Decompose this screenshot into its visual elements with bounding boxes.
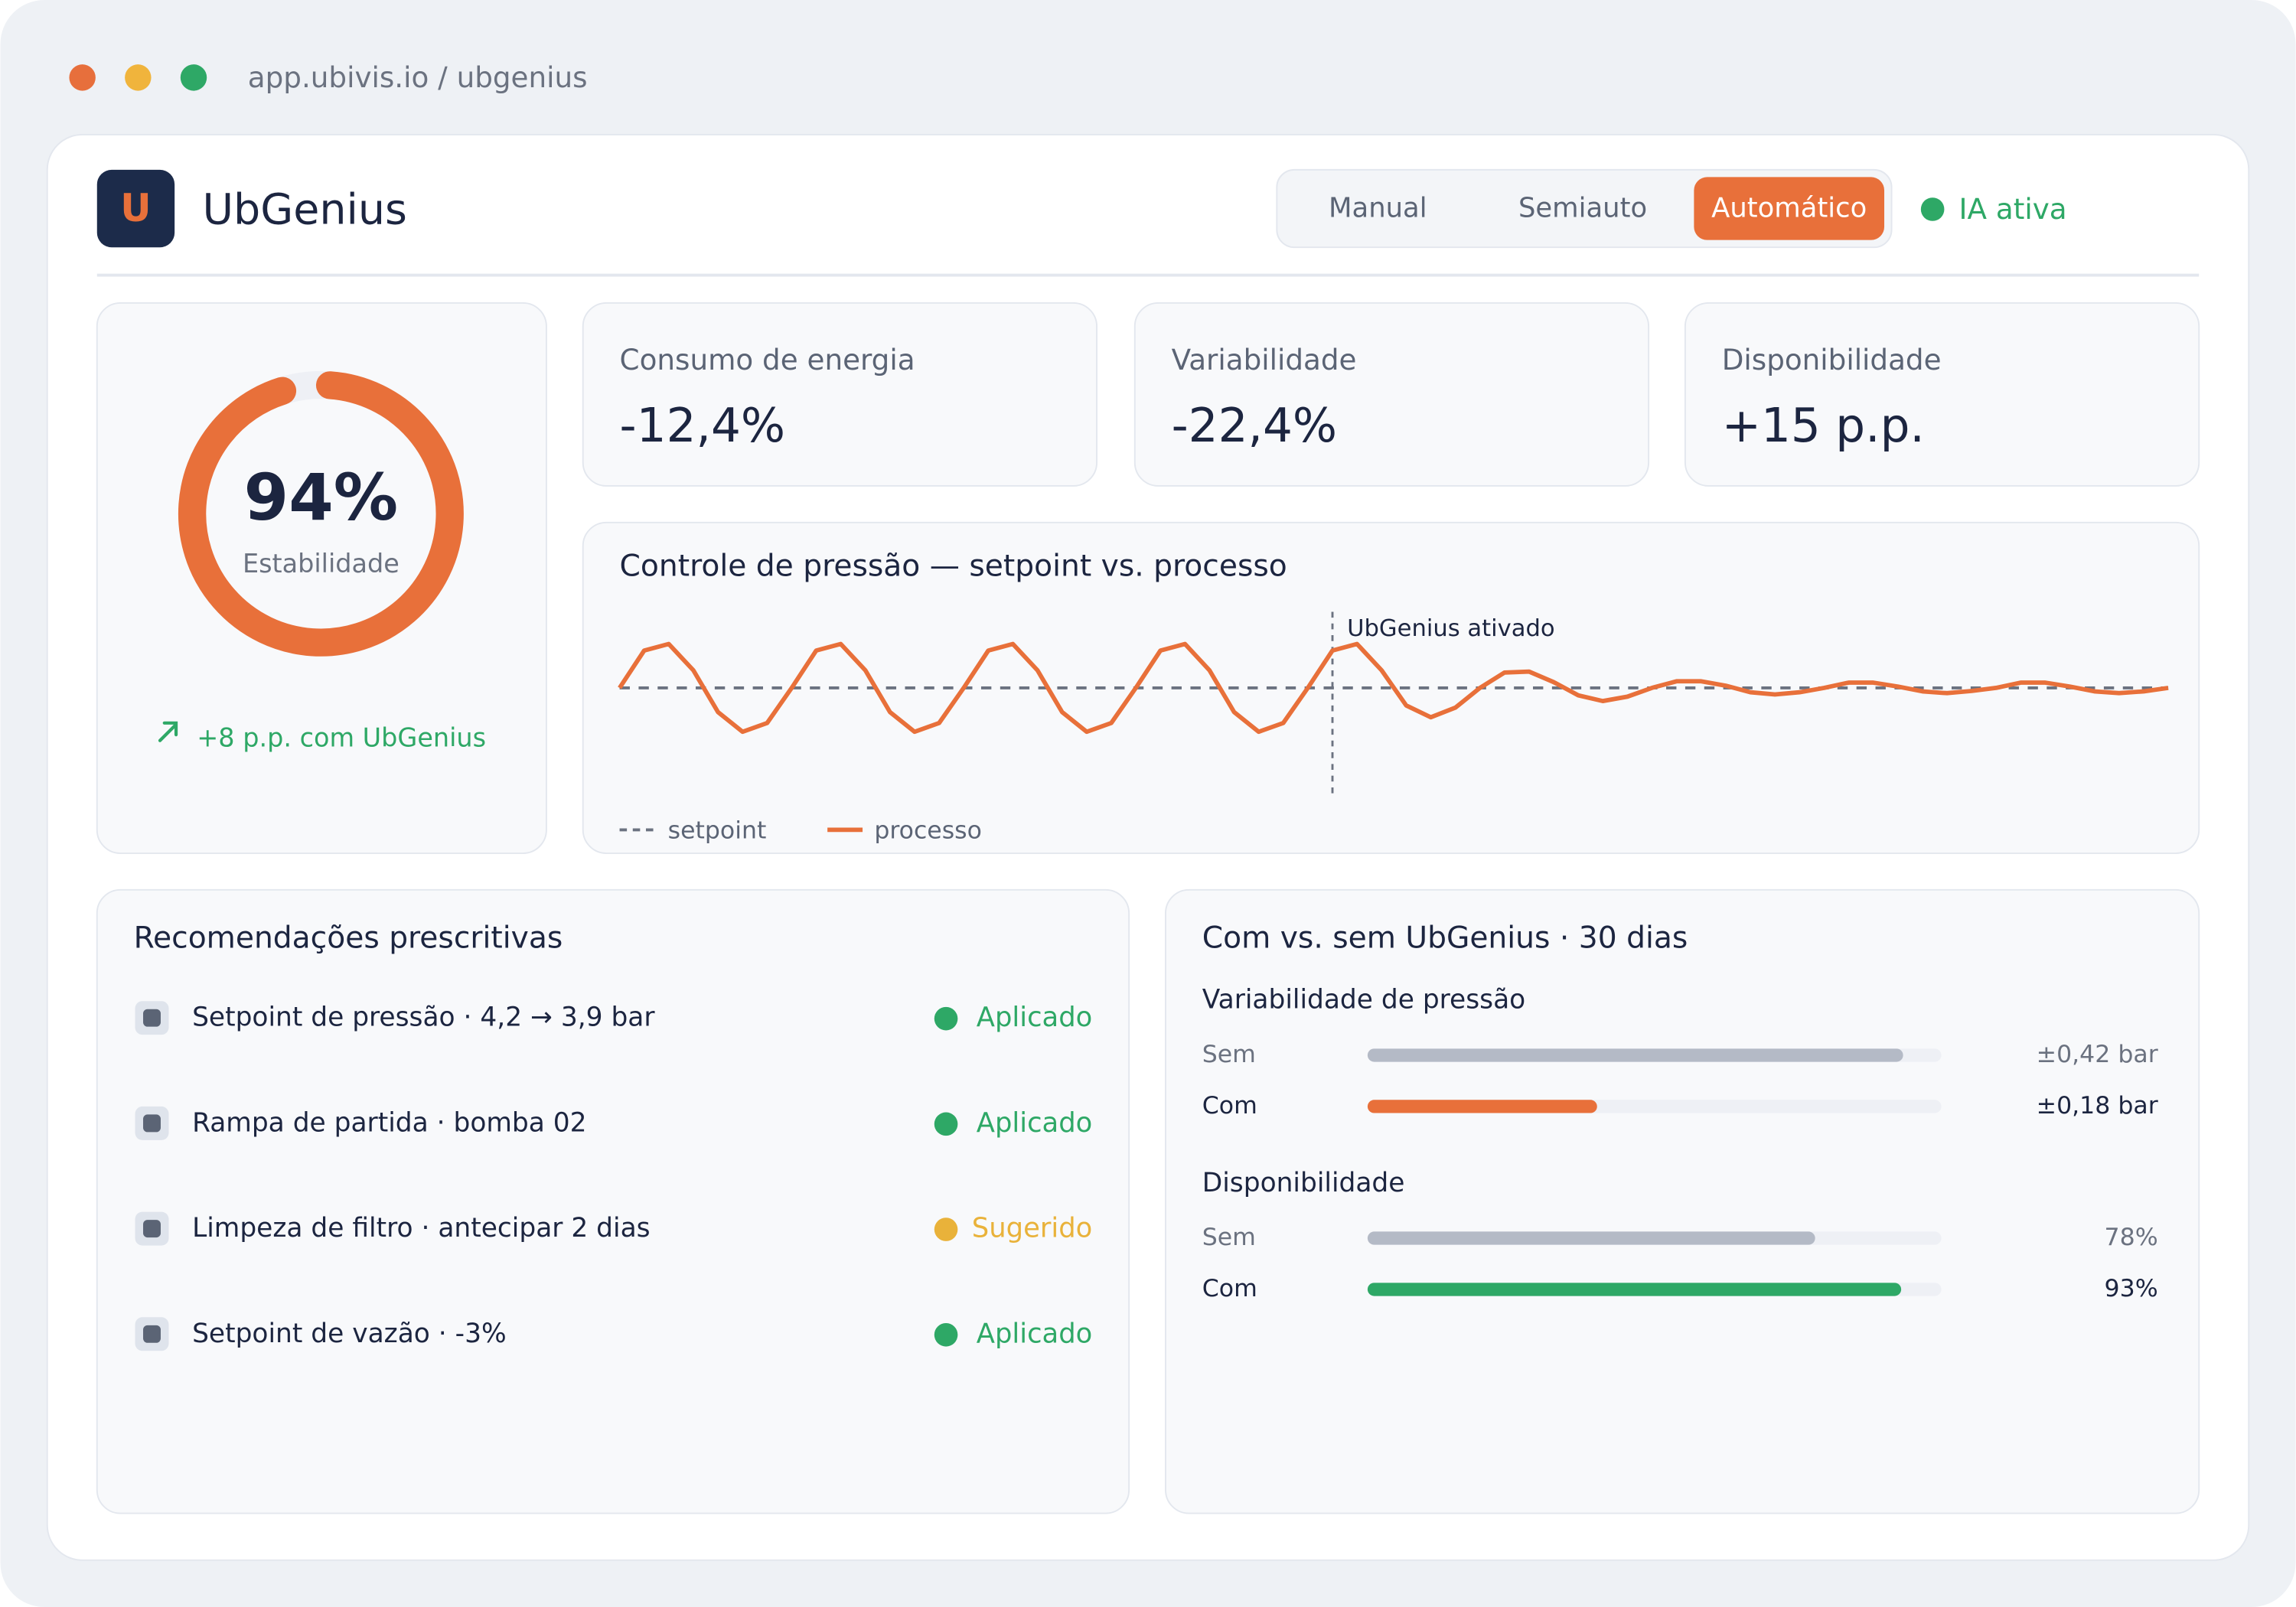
mode-option[interactable]: Automático (1711, 192, 1867, 223)
recommendation-text: Rampa de partida · bomba 02 (192, 1107, 586, 1138)
status-dot (934, 1322, 958, 1347)
recommendations-card (96, 888, 1130, 1514)
recommendation-text: Limpeza de filtro · antecipar 2 dias (192, 1213, 651, 1244)
kpi-card (1684, 302, 2200, 487)
checkbox-mark (143, 1325, 161, 1343)
legend-label: setpoint (668, 817, 767, 844)
comparison-bars: Variabilidade de pressão Sem ±0,42 bar Com ±… (1202, 985, 2158, 1302)
window-maximize[interactable] (180, 64, 207, 91)
recommendations-title: Recomendações prescritivas (134, 921, 563, 955)
bar (1367, 1283, 1902, 1296)
comparison-title: Com vs. sem UbGenius · 30 dias (1202, 921, 1688, 955)
kpi-label: Variabilidade (1172, 343, 1357, 376)
comparison-card (1164, 888, 2200, 1514)
kpi-label: Consumo de energia (620, 343, 915, 376)
checkbox-mark (143, 1220, 161, 1238)
status-dot (1920, 197, 1945, 221)
bar-value-label: ±0,18 bar (2037, 1092, 2158, 1120)
checkbox-mark (143, 1009, 161, 1027)
chart-title: Controle de pressão — setpoint vs. proce… (620, 549, 1287, 584)
status-dot (934, 1217, 958, 1241)
kpi-value: -12,4% (620, 399, 785, 453)
pressure-chart: UbGenius ativado setpoint processo (618, 611, 2169, 844)
row-label: Com (1202, 1092, 1257, 1120)
kpi-value: -22,4% (1172, 399, 1337, 453)
bar-value-label: ±0,42 bar (2037, 1041, 2158, 1068)
recommendation-status: Aplicado (977, 1002, 1093, 1033)
kpi-value: +15 p.p. (1722, 399, 1925, 453)
bar (1367, 1100, 1597, 1113)
mode-option[interactable]: Semiauto (1518, 192, 1647, 223)
logo (96, 169, 175, 248)
mode-options: Manual Semiauto Automático (1329, 177, 1885, 240)
logo-letter: U (120, 186, 151, 230)
checkbox-mark (143, 1114, 161, 1133)
group-title: Disponibilidade (1202, 1168, 1405, 1198)
window-close[interactable] (69, 64, 96, 91)
kpi-card (1133, 302, 1650, 487)
row-label: Sem (1202, 1224, 1256, 1251)
legend-label: processo (874, 817, 982, 844)
group-title: Variabilidade de pressão (1202, 985, 1525, 1015)
url: app.ubivis.io / ubgenius (248, 60, 588, 94)
mode-active-bg (1694, 177, 1885, 240)
donut (178, 370, 464, 657)
kpi-cards: Consumo de energia -12,4% Variabilidade -22… (582, 302, 2200, 487)
stability-caption: Estabilidade (243, 549, 400, 579)
mode-option[interactable]: Manual (1329, 192, 1427, 223)
kpi-label: Disponibilidade (1722, 343, 1942, 376)
delta-arrow (158, 721, 178, 742)
recommendation-status: Sugerido (972, 1213, 1093, 1244)
app-title: UbGenius (202, 185, 406, 234)
bar-value-label: 93% (2105, 1275, 2158, 1302)
recommendation-text: Setpoint de vazão · -3% (192, 1319, 507, 1349)
row-label: Sem (1202, 1041, 1256, 1068)
stability-value: 94% (244, 460, 398, 535)
donut-arc (178, 370, 464, 657)
window-minimize[interactable] (125, 64, 152, 91)
recommendation-status: Aplicado (977, 1107, 1093, 1139)
status-dot (934, 1006, 958, 1031)
status-dot (934, 1112, 958, 1136)
status: IA ativa (1959, 192, 2067, 226)
stability-delta: +8 p.p. com UbGenius (197, 722, 486, 752)
bar (1367, 1048, 1903, 1062)
row-label: Com (1202, 1275, 1257, 1302)
bar-value-label: 78% (2105, 1224, 2158, 1251)
kpi-card (582, 302, 1098, 487)
event-annotation: UbGenius ativado (1347, 615, 1555, 642)
recommendation-status: Aplicado (977, 1318, 1093, 1349)
process-line (618, 641, 2169, 735)
recommendation-list: Setpoint de pressão · 4,2 → 3,9 bar Aplic… (135, 1001, 1093, 1351)
bar (1367, 1231, 1815, 1245)
recommendation-text: Setpoint de pressão · 4,2 → 3,9 bar (192, 1002, 655, 1033)
